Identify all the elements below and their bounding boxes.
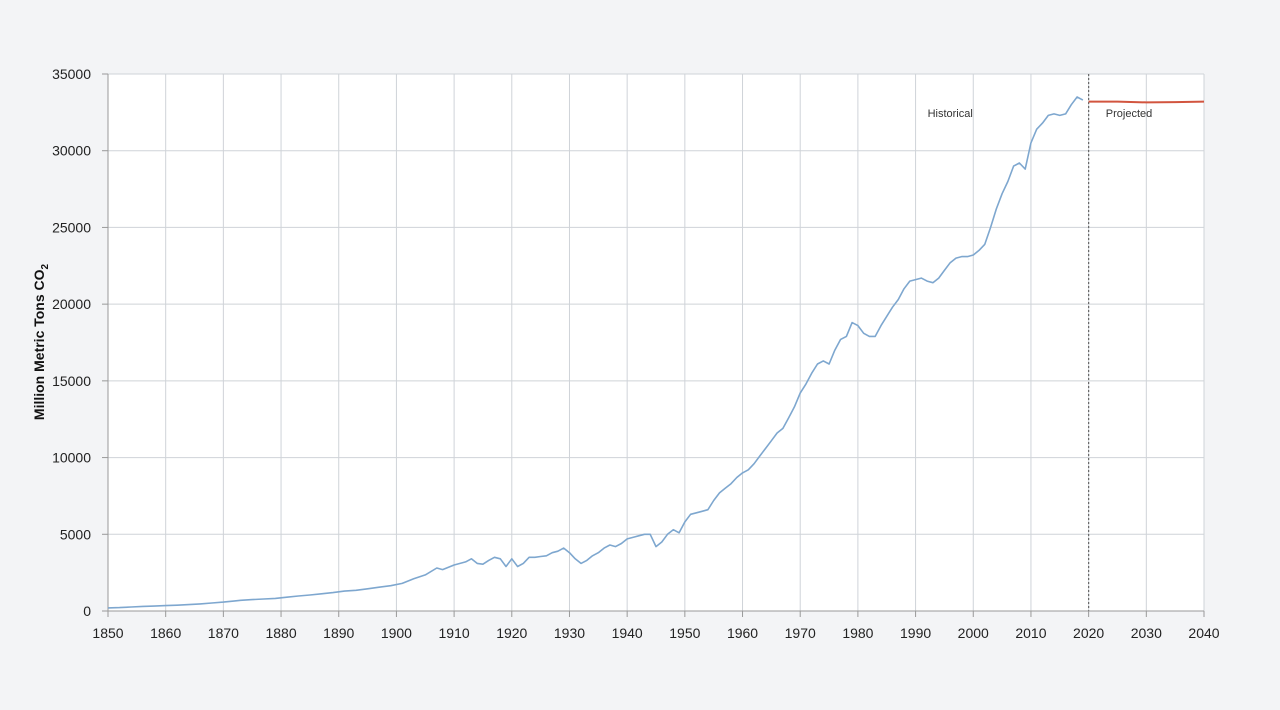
x-tick-label: 1890 — [323, 625, 354, 641]
x-tick-label: 2020 — [1073, 625, 1104, 641]
y-axis-label: Million Metric Tons CO2 — [31, 263, 51, 420]
x-tick-label: 2040 — [1188, 625, 1219, 641]
grid — [107, 73, 1205, 612]
series — [107, 96, 1205, 609]
y-tick-label: 0 — [83, 603, 91, 619]
y-axis-label-subscript: 2 — [40, 263, 51, 269]
y-tick-label: 5000 — [60, 526, 91, 542]
x-tick-label: 2000 — [958, 625, 989, 641]
y-tick-label: 35000 — [52, 66, 91, 82]
x-tick-label: 1950 — [669, 625, 700, 641]
y-axis-label-main: Million Metric Tons CO — [31, 269, 47, 420]
x-tick-label: 2010 — [1015, 625, 1046, 641]
x-tick-label: 1870 — [208, 625, 239, 641]
projected-label: Projected — [1106, 108, 1152, 120]
y-tick-label: 25000 — [52, 219, 91, 235]
axes: 1850 1860 1870 1880 1890 1900 1910 1920 1930 1940… — [52, 66, 1220, 641]
x-tick-label: 1980 — [842, 625, 873, 641]
x-tick-label: 2030 — [1131, 625, 1162, 641]
y-tick-label: 15000 — [52, 373, 91, 389]
x-tick-label: 1920 — [496, 625, 527, 641]
y-tick-label: 10000 — [52, 450, 91, 466]
x-tick-label: 1970 — [785, 625, 816, 641]
x-tick-label: 1940 — [612, 625, 643, 641]
historical-label: Historical — [928, 108, 973, 120]
annotations: Historical Projected — [928, 108, 1153, 120]
x-tick-label: 1990 — [900, 625, 931, 641]
x-tick-label: 1910 — [439, 625, 470, 641]
x-tick-label: 1860 — [150, 625, 181, 641]
y-tick-label: 30000 — [52, 143, 91, 159]
historical-series-line — [107, 96, 1084, 609]
x-tick-label: 1960 — [727, 625, 758, 641]
y-tick-label: 20000 — [52, 296, 91, 312]
x-tick-label: 1850 — [92, 625, 123, 641]
x-tick-label: 1900 — [381, 625, 412, 641]
projected-series-line — [1088, 100, 1205, 104]
plot-area — [108, 74, 1204, 611]
x-tick-label: 1930 — [554, 625, 585, 641]
x-tick-label: 1880 — [265, 625, 296, 641]
